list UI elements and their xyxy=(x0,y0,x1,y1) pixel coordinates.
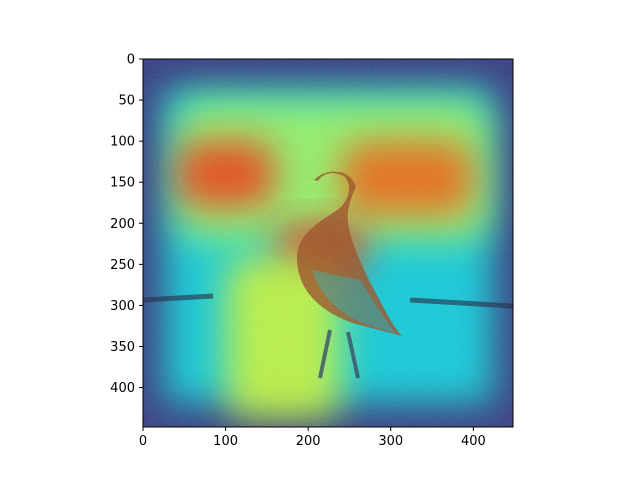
y-tick-label: 300 xyxy=(110,299,135,314)
y-tick-label: 400 xyxy=(110,381,135,396)
x-tick-label: 0 xyxy=(139,434,147,449)
heatmap-image xyxy=(143,59,513,427)
y-tick-label: 350 xyxy=(110,340,135,355)
x-tick-label: 100 xyxy=(213,434,238,449)
y-tick-label: 0 xyxy=(127,53,135,68)
x-tick-label: 200 xyxy=(296,434,321,449)
y-tick-label: 200 xyxy=(110,217,135,232)
y-tick-label: 50 xyxy=(118,94,135,109)
x-tick-label: 300 xyxy=(378,434,403,449)
y-tick-label: 150 xyxy=(110,176,135,191)
x-axis: 0 100 200 300 400 xyxy=(139,427,486,449)
y-axis: 0 50 100 150 200 250 300 350 400 xyxy=(110,53,143,396)
y-tick-label: 250 xyxy=(110,258,135,273)
plot-frame xyxy=(142,58,514,428)
y-tick-label: 100 xyxy=(110,135,135,150)
x-tick-label: 400 xyxy=(461,434,486,449)
